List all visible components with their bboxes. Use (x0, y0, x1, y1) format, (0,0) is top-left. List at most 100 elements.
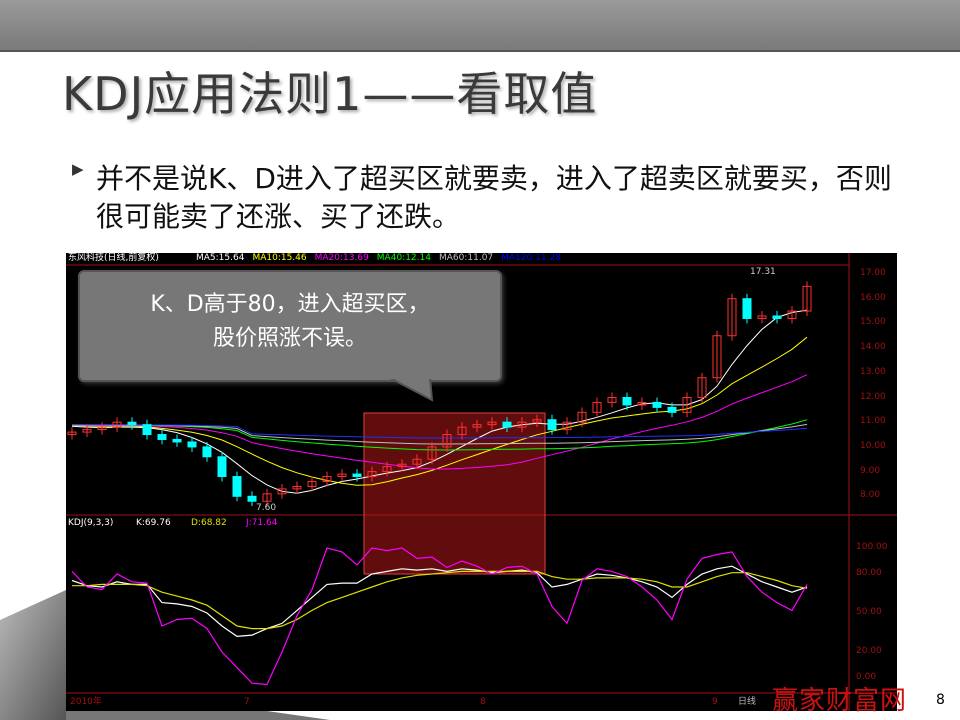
candle-body (697, 377, 707, 398)
ma120-line (71, 424, 808, 439)
candle-body (172, 438, 182, 443)
candle-body (382, 466, 392, 473)
candle-body (562, 421, 572, 431)
slide-top-bar (0, 0, 960, 52)
period-label: 日线 (738, 697, 757, 707)
ma40-line (71, 419, 808, 451)
callout-text: K、D高于80，进入超买区， 股价照涨不误。 (80, 288, 500, 356)
overbought-highlight-box (363, 412, 546, 575)
candle-body (502, 421, 512, 428)
high-price-label: 17.31 (750, 267, 776, 277)
price-tick-label: 16.00 (860, 292, 886, 303)
candle-body (217, 456, 227, 478)
ma5-line (71, 309, 808, 494)
candle-body (112, 421, 122, 428)
candle-body (82, 429, 92, 433)
low-price-label: 7.60 (256, 503, 277, 513)
slide-title: KDJ应用法则1——看取值 (62, 67, 598, 121)
price-tick-label: 9.00 (860, 465, 881, 476)
candle-body (307, 480, 317, 487)
ma20-line (71, 374, 808, 470)
price-tick-label: 10.00 (860, 440, 886, 451)
candle-body (127, 421, 137, 426)
kdj-tick-label: 20.00 (856, 646, 882, 656)
candle-body (262, 493, 272, 502)
kdj-tick-label: 0.00 (856, 672, 877, 682)
time-tick-label: 9 (712, 697, 718, 707)
candle-body (352, 473, 362, 478)
candle-body (727, 298, 737, 337)
candle-body (457, 426, 467, 436)
candle-body (607, 397, 617, 403)
candle-body (157, 434, 167, 440)
time-tick-label: 7 (244, 697, 250, 707)
candle-body (367, 471, 377, 478)
slide-body-text: 并不是说K、D进入了超买区就要卖，进入了超卖区就要买，否则很可能卖了还涨、买了还… (96, 162, 892, 233)
candle-body (622, 397, 632, 406)
candle-body (397, 463, 407, 468)
page-number: 8 (936, 692, 945, 708)
candle-body (802, 285, 812, 312)
time-tick-label: 2010年 (70, 697, 102, 707)
ma-legend-item: MA120:11.28 (501, 253, 562, 263)
candle-body (292, 485, 302, 490)
time-tick-label: 8 (480, 697, 486, 707)
price-tick-label: 14.00 (860, 342, 886, 353)
candle-body (442, 434, 452, 448)
candle-body (517, 421, 527, 428)
candle-body (142, 424, 152, 436)
candle-body (412, 458, 422, 465)
k-line (71, 565, 808, 638)
candle-body (577, 411, 587, 423)
candle-body (97, 426, 107, 431)
d-line (72, 570, 808, 630)
candle-body (487, 421, 497, 426)
candle-body (772, 315, 782, 319)
ma-legend-item: MA60:11.07 (438, 253, 494, 263)
candle-body (742, 298, 752, 319)
ma-legend-item: MA10:15.46 (252, 253, 307, 263)
candle-body (667, 406, 677, 413)
candle-body (637, 401, 647, 406)
kdj-label: KDJ(9,3,3) (68, 518, 114, 528)
candle-body (427, 446, 437, 460)
candle-body (532, 419, 542, 423)
candle-body (202, 446, 212, 458)
candle-body (322, 476, 332, 482)
candle-body (652, 401, 662, 408)
d-value: D:68.82 (191, 518, 227, 528)
candle-body (472, 424, 482, 428)
candle-body (787, 310, 797, 319)
watermark: 赢家财富网 (772, 686, 908, 716)
j-value: J:71.64 (246, 518, 278, 528)
triangle-right-icon: ▶ (72, 160, 84, 178)
candle-body (67, 431, 77, 436)
callout-line-2: 股价照涨不误。 (212, 326, 367, 351)
candle-body (757, 315, 767, 319)
candle-body (712, 335, 722, 379)
price-tick-label: 17.00 (860, 268, 886, 278)
candle-body (592, 401, 602, 413)
j-line (71, 547, 808, 686)
callout-line-1: K、D高于80，进入超买区， (150, 292, 430, 317)
k-value: K:69.76 (136, 518, 171, 528)
price-tick-label: 15.00 (860, 317, 886, 328)
kdj-tick-label: 80.00 (856, 568, 882, 578)
callout-tail (388, 374, 434, 402)
candle-body (232, 476, 242, 497)
candle-body (247, 495, 257, 502)
price-tick-label: 13.00 (860, 366, 886, 377)
ma10-line (71, 336, 808, 486)
candle-body (337, 473, 347, 478)
candle-body (682, 397, 692, 413)
ma-legend-item: MA40:12.14 (376, 253, 431, 263)
stock-name-label: 东风科技(日线,前复权) (68, 253, 159, 263)
kdj-tick-label: 100.00 (856, 542, 888, 552)
kdj-tick-label: 50.00 (856, 607, 882, 617)
ma-legend-item: MA20:13.69 (314, 253, 369, 263)
ma60-line (71, 423, 808, 445)
price-tick-label: 11.00 (860, 416, 886, 427)
price-tick-label: 12.00 (860, 391, 886, 402)
price-tick-label: 8.00 (860, 490, 881, 501)
ma-legend: MA5:15.64 MA10:15.46 MA20:13.69 MA40:12.14 M… (196, 253, 569, 264)
